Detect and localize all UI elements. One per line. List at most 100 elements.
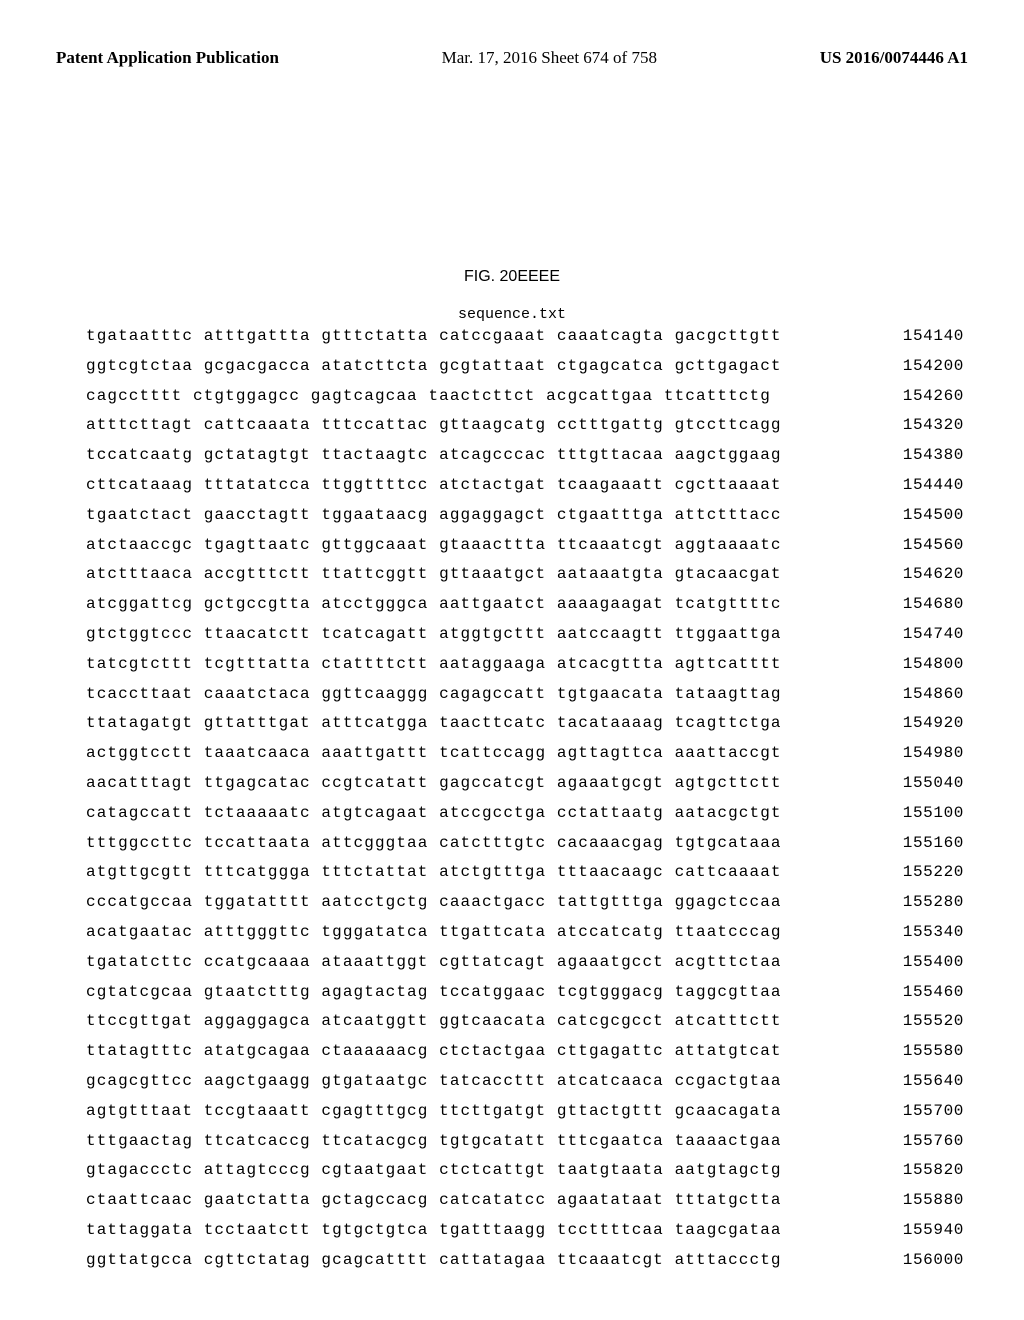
sequence-text: acatgaatac atttgggttc tgggatatca ttgattc… (86, 918, 782, 948)
sequence-text: ctaattcaac gaatctatta gctagccacg catcata… (86, 1186, 782, 1216)
sequence-text: catagccatt tctaaaaatc atgtcagaat atccgcc… (86, 799, 782, 829)
sequence-text: ttatagatgt gttatttgat atttcatgga taacttc… (86, 709, 782, 739)
sequence-text: cgtatcgcaa gtaatctttg agagtactag tccatgg… (86, 978, 782, 1008)
sequence-position: 154620 (877, 560, 964, 590)
sequence-text: tgatatcttc ccatgcaaaa ataaattggt cgttatc… (86, 948, 782, 978)
sequence-text: cttcataaag tttatatcca ttggttttcc atctact… (86, 471, 782, 501)
sequence-position: 154200 (877, 352, 964, 382)
sequence-text: aacatttagt ttgagcatac ccgtcatatt gagccat… (86, 769, 782, 799)
sequence-row: tattaggata tcctaatctt tgtgctgtca tgattta… (86, 1216, 964, 1246)
sequence-text: ggtcgtctaa gcgacgacca atatcttcta gcgtatt… (86, 352, 782, 382)
sequence-row: agtgtttaat tccgtaaatt cgagtttgcg ttcttga… (86, 1097, 964, 1127)
sheet-info: Mar. 17, 2016 Sheet 674 of 758 (442, 48, 657, 68)
sequence-text: ggttatgcca cgttctatag gcagcatttt cattata… (86, 1246, 782, 1276)
sequence-text: tttggccttc tccattaata attcgggtaa catcttt… (86, 829, 782, 859)
sequence-position: 154320 (877, 411, 964, 441)
sequence-row: atcggattcg gctgccgtta atcctgggca aattgaa… (86, 590, 964, 620)
publication-type: Patent Application Publication (56, 48, 279, 68)
sequence-row: ttatagatgt gttatttgat atttcatgga taacttc… (86, 709, 964, 739)
sequence-text: gtctggtccc ttaacatctt tcatcagatt atggtgc… (86, 620, 782, 650)
publication-number: US 2016/0074446 A1 (820, 48, 968, 68)
sequence-position: 154440 (877, 471, 964, 501)
sequence-position: 155220 (877, 858, 964, 888)
sequence-row: catagccatt tctaaaaatc atgtcagaat atccgcc… (86, 799, 964, 829)
sequence-row: ggtcgtctaa gcgacgacca atatcttcta gcgtatt… (86, 352, 964, 382)
sequence-row: ggttatgcca cgttctatag gcagcatttt cattata… (86, 1246, 964, 1276)
sequence-row: tttgaactag ttcatcaccg ttcatacgcg tgtgcat… (86, 1127, 964, 1157)
sequence-row: tccatcaatg gctatagtgt ttactaagtc atcagcc… (86, 441, 964, 471)
sequence-row: cgtatcgcaa gtaatctttg agagtactag tccatgg… (86, 978, 964, 1008)
sequence-row: aacatttagt ttgagcatac ccgtcatatt gagccat… (86, 769, 964, 799)
sequence-row: gtctggtccc ttaacatctt tcatcagatt atggtgc… (86, 620, 964, 650)
sequence-row: cttcataaag tttatatcca ttggttttcc atctact… (86, 471, 964, 501)
sequence-text: gcagcgttcc aagctgaagg gtgataatgc tatcacc… (86, 1067, 782, 1097)
sequence-position: 155760 (877, 1127, 964, 1157)
sequence-text: cagcctttt ctgtggagcc gagtcagcaa taactctt… (86, 382, 771, 412)
sequence-position: 155100 (877, 799, 964, 829)
sequence-text: atcggattcg gctgccgtta atcctgggca aattgaa… (86, 590, 782, 620)
sequence-text: tgataatttc atttgattta gtttctatta catccga… (86, 322, 782, 352)
sequence-row: gcagcgttcc aagctgaagg gtgataatgc tatcacc… (86, 1067, 964, 1097)
sequence-position: 154380 (877, 441, 964, 471)
sequence-filename: sequence.txt (0, 306, 1024, 323)
sequence-text: atttcttagt cattcaaata tttccattac gttaagc… (86, 411, 782, 441)
sequence-text: tccatcaatg gctatagtgt ttactaagtc atcagcc… (86, 441, 782, 471)
sequence-position: 155460 (877, 978, 964, 1008)
sequence-row: ttatagtttc atatgcagaa ctaaaaaacg ctctact… (86, 1037, 964, 1067)
sequence-row: atctaaccgc tgagttaatc gttggcaaat gtaaact… (86, 531, 964, 561)
sequence-text: cccatgccaa tggatatttt aatcctgctg caaactg… (86, 888, 782, 918)
sequence-text: actggtcctt taaatcaaca aaattgattt tcattcc… (86, 739, 782, 769)
sequence-row: tatcgtcttt tcgtttatta ctattttctt aatagga… (86, 650, 964, 680)
figure-caption: FIG. 20EEEE (0, 268, 1024, 286)
sequence-position: 155040 (877, 769, 964, 799)
sequence-position: 155520 (877, 1007, 964, 1037)
sequence-position: 155700 (877, 1097, 964, 1127)
sequence-row: ttccgttgat aggaggagca atcaatggtt ggtcaac… (86, 1007, 964, 1037)
sequence-position: 155400 (877, 948, 964, 978)
sequence-text: agtgtttaat tccgtaaatt cgagtttgcg ttcttga… (86, 1097, 782, 1127)
sequence-text: atgttgcgtt tttcatggga tttctattat atctgtt… (86, 858, 782, 888)
sequence-position: 155280 (877, 888, 964, 918)
sequence-row: tttggccttc tccattaata attcgggtaa catcttt… (86, 829, 964, 859)
sequence-row: actggtcctt taaatcaaca aaattgattt tcattcc… (86, 739, 964, 769)
sequence-position: 154920 (877, 709, 964, 739)
sequence-row: tgataatttc atttgattta gtttctatta catccga… (86, 322, 964, 352)
sequence-row: tgatatcttc ccatgcaaaa ataaattggt cgttatc… (86, 948, 964, 978)
sequence-text: tgaatctact gaacctagtt tggaataacg aggagga… (86, 501, 782, 531)
sequence-row: atgttgcgtt tttcatggga tttctattat atctgtt… (86, 858, 964, 888)
sequence-text: tttgaactag ttcatcaccg ttcatacgcg tgtgcat… (86, 1127, 782, 1157)
sequence-text: tcaccttaat caaatctaca ggttcaaggg cagagcc… (86, 680, 782, 710)
sequence-text: ttatagtttc atatgcagaa ctaaaaaacg ctctact… (86, 1037, 782, 1067)
sequence-position: 155580 (877, 1037, 964, 1067)
sequence-position: 155880 (877, 1186, 964, 1216)
sequence-position: 154680 (877, 590, 964, 620)
page-header: Patent Application Publication Mar. 17, … (0, 48, 1024, 68)
sequence-row: cccatgccaa tggatatttt aatcctgctg caaactg… (86, 888, 964, 918)
sequence-position: 154980 (877, 739, 964, 769)
sequence-row: gtagaccctc attagtcccg cgtaatgaat ctctcat… (86, 1156, 964, 1186)
sequence-row: acatgaatac atttgggttc tgggatatca ttgattc… (86, 918, 964, 948)
sequence-row: atctttaaca accgtttctt ttattcggtt gttaaat… (86, 560, 964, 590)
sequence-position: 155160 (877, 829, 964, 859)
sequence-row: tcaccttaat caaatctaca ggttcaaggg cagagcc… (86, 680, 964, 710)
sequence-position: 154140 (877, 322, 964, 352)
sequence-position: 155340 (877, 918, 964, 948)
sequence-text: gtagaccctc attagtcccg cgtaatgaat ctctcat… (86, 1156, 782, 1186)
sequence-row: atttcttagt cattcaaata tttccattac gttaagc… (86, 411, 964, 441)
sequence-row: ctaattcaac gaatctatta gctagccacg catcata… (86, 1186, 964, 1216)
sequence-position: 154800 (877, 650, 964, 680)
sequence-row: cagcctttt ctgtggagcc gagtcagcaa taactctt… (86, 382, 964, 412)
sequence-position: 155640 (877, 1067, 964, 1097)
sequence-row: tgaatctact gaacctagtt tggaataacg aggagga… (86, 501, 964, 531)
sequence-position: 154860 (877, 680, 964, 710)
sequence-position: 155820 (877, 1156, 964, 1186)
sequence-text: ttccgttgat aggaggagca atcaatggtt ggtcaac… (86, 1007, 782, 1037)
sequence-text: tattaggata tcctaatctt tgtgctgtca tgattta… (86, 1216, 782, 1246)
sequence-position: 154740 (877, 620, 964, 650)
sequence-position: 154560 (877, 531, 964, 561)
sequence-text: atctaaccgc tgagttaatc gttggcaaat gtaaact… (86, 531, 782, 561)
sequence-position: 155940 (877, 1216, 964, 1246)
sequence-position: 154260 (877, 382, 964, 412)
sequence-text: tatcgtcttt tcgtttatta ctattttctt aatagga… (86, 650, 782, 680)
sequence-listing: tgataatttc atttgattta gtttctatta catccga… (86, 322, 964, 1276)
